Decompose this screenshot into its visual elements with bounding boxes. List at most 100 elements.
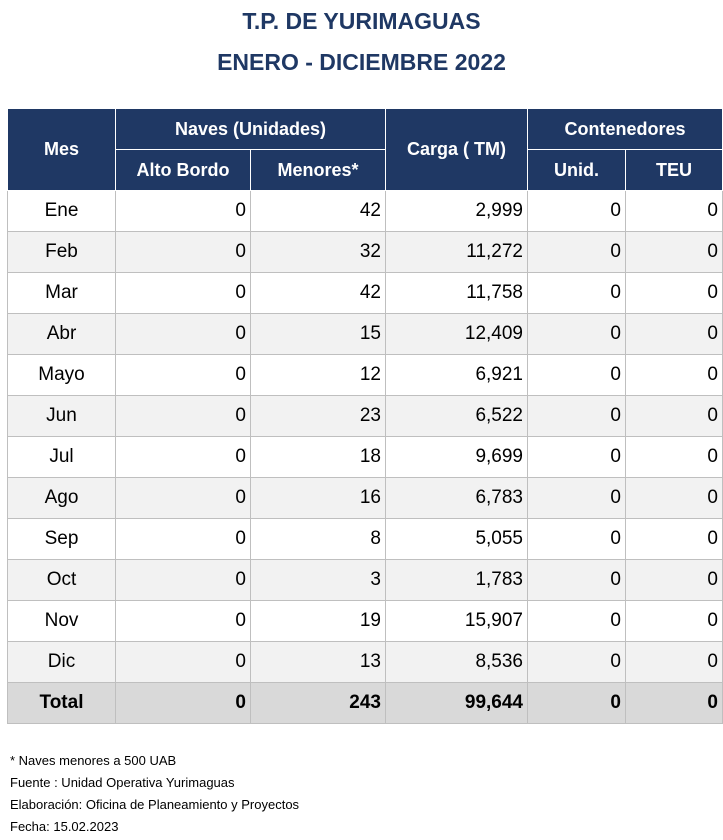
cell-mes: Ene: [7, 190, 116, 232]
cell-unid: 0: [527, 354, 626, 396]
cell-mes: Dic: [7, 641, 116, 683]
cell-mes: Nov: [7, 600, 116, 642]
header-row: Mes Naves (Unidades) Carga ( TM) Contene…: [7, 108, 723, 191]
cell-teu: 0: [625, 313, 723, 355]
cell-carga: 12,409: [385, 313, 528, 355]
table-row: Oct 0 3 1,783 0 0: [7, 559, 723, 601]
cell-unid: 0: [527, 641, 626, 683]
cell-menores: 243: [250, 682, 386, 724]
table-row: Jul 0 18 9,699 0 0: [7, 436, 723, 478]
cell-unid: 0: [527, 682, 626, 724]
cell-carga: 8,536: [385, 641, 528, 683]
header-teu: TEU: [625, 149, 723, 191]
header-mes: Mes: [7, 108, 116, 191]
cell-teu: 0: [625, 477, 723, 519]
cell-teu: 0: [625, 272, 723, 314]
cell-mes: Ago: [7, 477, 116, 519]
cell-mes: Mayo: [7, 354, 116, 396]
cell-alto-bordo: 0: [115, 682, 251, 724]
header-naves: Naves (Unidades): [115, 108, 386, 150]
footnote-menores: * Naves menores a 500 UAB: [10, 753, 177, 768]
footnotes: * Naves menores a 500 UAB Fuente : Unida…: [10, 750, 299, 838]
table-row: Jun 0 23 6,522 0 0: [7, 395, 723, 437]
cell-menores: 32: [250, 231, 386, 273]
cell-mes: Total: [7, 682, 116, 724]
table-row: Abr 0 15 12,409 0 0: [7, 313, 723, 355]
cell-unid: 0: [527, 313, 626, 355]
table-row: Ago 0 16 6,783 0 0: [7, 477, 723, 519]
header-contenedores: Contenedores: [527, 108, 723, 150]
cell-unid: 0: [527, 559, 626, 601]
cell-teu: 0: [625, 354, 723, 396]
table-row: Sep 0 8 5,055 0 0: [7, 518, 723, 560]
cell-alto-bordo: 0: [115, 600, 251, 642]
cell-unid: 0: [527, 436, 626, 478]
cell-menores: 8: [250, 518, 386, 560]
cell-alto-bordo: 0: [115, 272, 251, 314]
cell-menores: 19: [250, 600, 386, 642]
cell-carga: 11,272: [385, 231, 528, 273]
cell-carga: 99,644: [385, 682, 528, 724]
traffic-table: Mes Naves (Unidades) Carga ( TM) Contene…: [7, 108, 723, 724]
cell-carga: 15,907: [385, 600, 528, 642]
cell-unid: 0: [527, 272, 626, 314]
table-row: Ene 0 42 2,999 0 0: [7, 190, 723, 232]
cell-mes: Jun: [7, 395, 116, 437]
table-row: Mar 0 42 11,758 0 0: [7, 272, 723, 314]
header-unid: Unid.: [527, 149, 626, 191]
cell-mes: Feb: [7, 231, 116, 273]
cell-mes: Jul: [7, 436, 116, 478]
cell-alto-bordo: 0: [115, 436, 251, 478]
cell-unid: 0: [527, 477, 626, 519]
cell-carga: 6,783: [385, 477, 528, 519]
cell-mes: Abr: [7, 313, 116, 355]
cell-unid: 0: [527, 518, 626, 560]
cell-menores: 23: [250, 395, 386, 437]
cell-carga: 5,055: [385, 518, 528, 560]
cell-alto-bordo: 0: [115, 518, 251, 560]
cell-teu: 0: [625, 395, 723, 437]
table-row: Feb 0 32 11,272 0 0: [7, 231, 723, 273]
cell-alto-bordo: 0: [115, 354, 251, 396]
header-carga: Carga ( TM): [385, 108, 528, 191]
cell-carga: 2,999: [385, 190, 528, 232]
cell-teu: 0: [625, 436, 723, 478]
cell-teu: 0: [625, 600, 723, 642]
cell-carga: 6,522: [385, 395, 528, 437]
cell-alto-bordo: 0: [115, 641, 251, 683]
cell-unid: 0: [527, 190, 626, 232]
elaboration-note: Elaboración: Oficina de Planeamiento y P…: [10, 797, 300, 812]
cell-unid: 0: [527, 231, 626, 273]
page-subtitle: ENERO - DICIEMBRE 2022: [217, 49, 506, 75]
cell-menores: 12: [250, 354, 386, 396]
cell-carga: 1,783: [385, 559, 528, 601]
table-row: Dic 0 13 8,536 0 0: [7, 641, 723, 683]
date-note: Fecha: 15.02.2023: [10, 819, 119, 834]
header-alto-bordo: Alto Bordo: [115, 149, 251, 191]
cell-alto-bordo: 0: [115, 559, 251, 601]
cell-unid: 0: [527, 395, 626, 437]
cell-alto-bordo: 0: [115, 231, 251, 273]
cell-menores: 13: [250, 641, 386, 683]
page-title: T.P. DE YURIMAGUAS: [242, 8, 481, 34]
cell-carga: 9,699: [385, 436, 528, 478]
cell-carga: 6,921: [385, 354, 528, 396]
header-menores: Menores*: [250, 149, 386, 191]
cell-carga: 11,758: [385, 272, 528, 314]
cell-teu: 0: [625, 231, 723, 273]
cell-teu: 0: [625, 559, 723, 601]
cell-mes: Oct: [7, 559, 116, 601]
cell-teu: 0: [625, 518, 723, 560]
table-row: Nov 0 19 15,907 0 0: [7, 600, 723, 642]
subheader-row: Alto Bordo Menores* Unid. TEU: [8, 149, 723, 191]
cell-menores: 3: [250, 559, 386, 601]
total-row: Total 0 243 99,644 0 0: [7, 682, 723, 724]
cell-menores: 18: [250, 436, 386, 478]
cell-menores: 15: [250, 313, 386, 355]
cell-mes: Mar: [7, 272, 116, 314]
cell-menores: 42: [250, 272, 386, 314]
cell-alto-bordo: 0: [115, 313, 251, 355]
cell-menores: 16: [250, 477, 386, 519]
cell-menores: 42: [250, 190, 386, 232]
cell-alto-bordo: 0: [115, 395, 251, 437]
